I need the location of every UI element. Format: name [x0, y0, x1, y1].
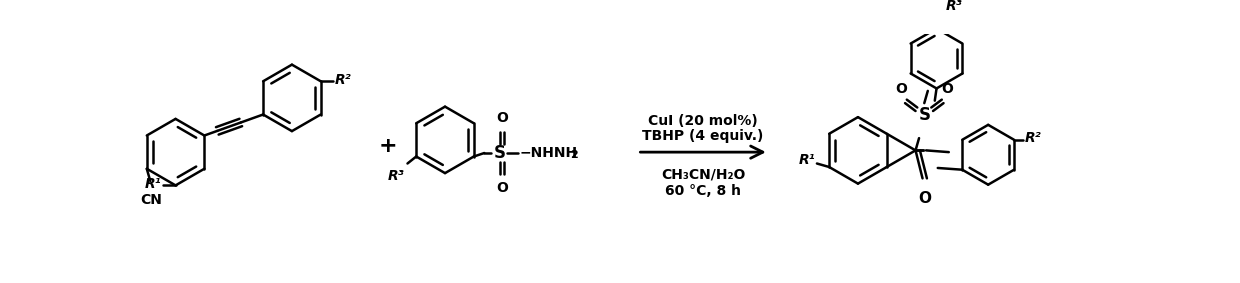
Text: CH₃CN/H₂O: CH₃CN/H₂O — [661, 168, 745, 182]
Text: R¹: R¹ — [145, 177, 161, 191]
Text: +: + — [379, 136, 398, 156]
Text: R¹: R¹ — [799, 153, 815, 167]
Text: R²: R² — [1024, 131, 1042, 145]
Text: R³: R³ — [387, 169, 404, 183]
Text: O: O — [496, 181, 507, 195]
Text: 60 °C, 8 h: 60 °C, 8 h — [665, 184, 742, 198]
Text: R³: R³ — [945, 0, 962, 13]
Text: 2: 2 — [570, 150, 578, 160]
Text: O: O — [941, 82, 954, 96]
Text: S: S — [494, 144, 506, 162]
Text: CN: CN — [140, 193, 162, 207]
Text: −NHNH: −NHNH — [520, 146, 578, 160]
Text: S: S — [919, 106, 930, 125]
Text: TBHP (4 equiv.): TBHP (4 equiv.) — [642, 129, 764, 143]
Text: O: O — [895, 82, 908, 96]
Text: O: O — [918, 191, 931, 206]
Text: CuI (20 mol%): CuI (20 mol%) — [649, 114, 758, 128]
Text: O: O — [496, 111, 507, 125]
Text: R²: R² — [335, 72, 351, 87]
